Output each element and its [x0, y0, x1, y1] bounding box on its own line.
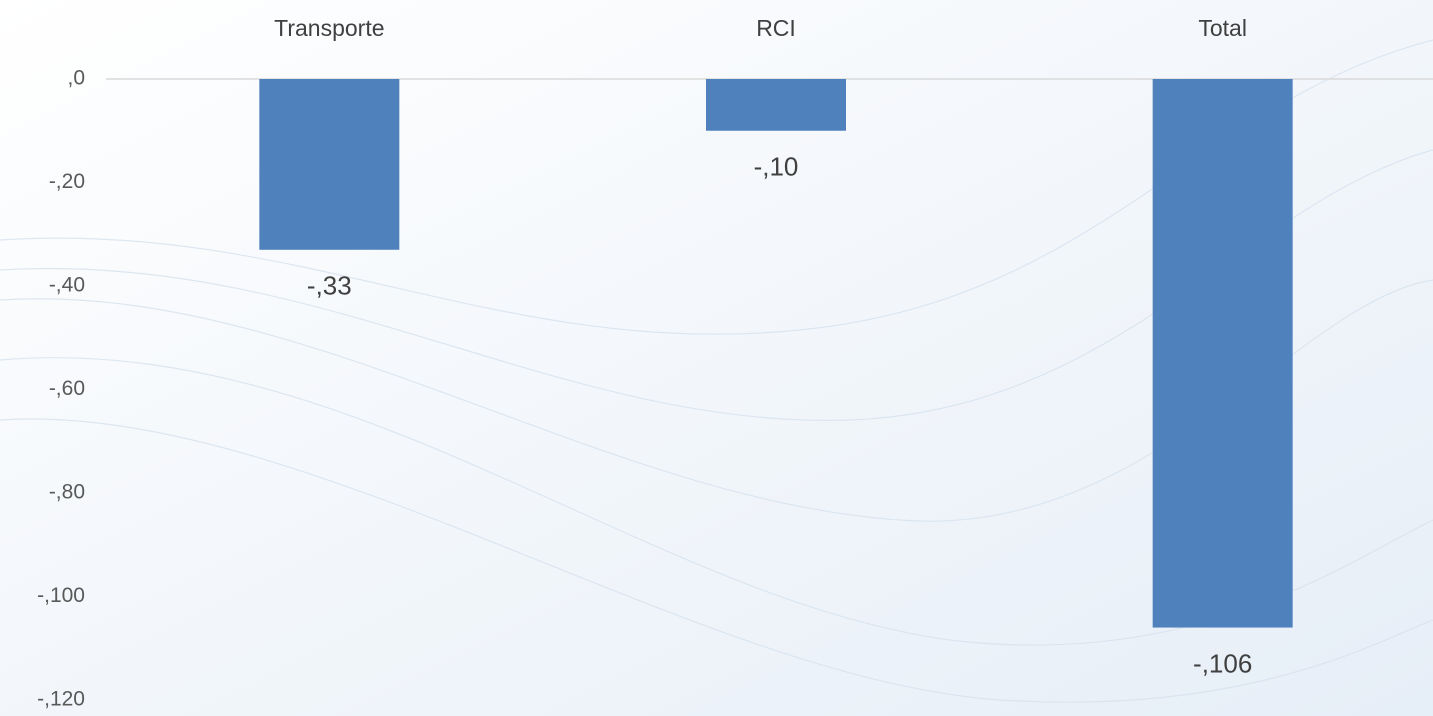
- x-tick-label: RCI: [756, 15, 796, 41]
- data-label: -,33: [307, 271, 352, 301]
- y-tick-label: -,40: [49, 274, 85, 297]
- y-tick-label: -,100: [37, 584, 85, 607]
- bar: [706, 79, 846, 131]
- y-tick-label: -,60: [49, 377, 85, 400]
- data-label: -,106: [1193, 648, 1252, 678]
- y-tick-label: -,20: [49, 170, 85, 193]
- x-tick-label: Transporte: [274, 15, 384, 41]
- chart: ,0 -,20 -,40 -,60 -,80 -,100 -,120 Transporte -,…: [0, 0, 1433, 716]
- bar: [259, 79, 399, 250]
- y-tick-label: -,80: [49, 481, 85, 504]
- x-tick-label: Total: [1198, 15, 1247, 41]
- y-tick-label: -,120: [37, 688, 85, 711]
- y-tick-label: ,0: [67, 67, 85, 90]
- data-label: -,10: [754, 152, 799, 182]
- bar: [1153, 79, 1293, 628]
- page: {"chart_data": {"type": "bar", "categori…: [0, 0, 1433, 716]
